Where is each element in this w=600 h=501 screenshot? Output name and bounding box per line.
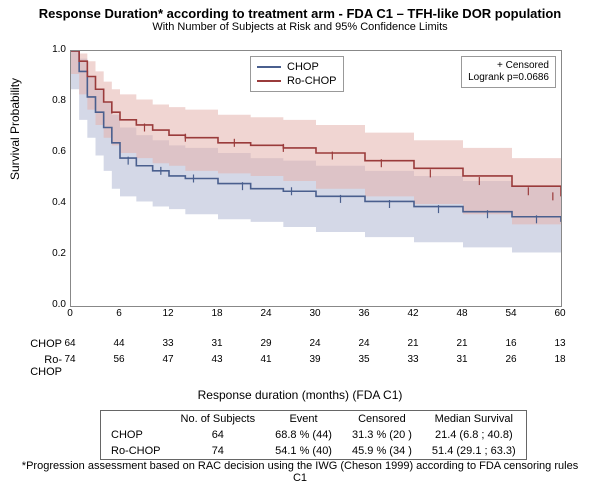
risk-cell: 29	[251, 338, 281, 349]
table-cell: Ro-CHOP	[101, 443, 171, 460]
risk-cell: 24	[349, 338, 379, 349]
table-cell: 21.4 (6.8 ; 40.8)	[422, 427, 526, 443]
legend-label-chop: CHOP	[287, 60, 319, 74]
x-tick: 42	[398, 308, 428, 319]
table-cell: 54.1 % (40)	[265, 443, 342, 460]
table-cell: 64	[171, 427, 266, 443]
y-tick: 1.0	[36, 44, 66, 55]
footnote: *Progression assessment based on RAC dec…	[0, 460, 600, 484]
risk-cell: 24	[300, 338, 330, 349]
x-tick: 6	[104, 308, 134, 319]
risk-cell: 64	[55, 338, 85, 349]
table-header: No. of Subjects	[171, 411, 266, 428]
x-axis-label: Response duration (months) (FDA C1)	[0, 388, 600, 402]
table-cell: CHOP	[101, 427, 171, 443]
legend-swatch-rochop	[257, 80, 281, 82]
risk-cell: 33	[398, 354, 428, 365]
x-tick: 60	[545, 308, 575, 319]
x-tick: 48	[447, 308, 477, 319]
table-cell: 74	[171, 443, 266, 460]
risk-cell: 26	[496, 354, 526, 365]
chart-subtitle: With Number of Subjects at Risk and 95% …	[0, 21, 600, 37]
table-header	[101, 411, 171, 428]
table-cell: 31.3 % (20 )	[342, 427, 422, 443]
summary-table: No. of SubjectsEventCensoredMedian Survi…	[100, 410, 527, 460]
legend: CHOP Ro-CHOP	[250, 56, 344, 92]
risk-cell: 43	[202, 354, 232, 365]
table-cell: 45.9 % (34 )	[342, 443, 422, 460]
legend-swatch-chop	[257, 66, 281, 68]
risk-cell: 13	[545, 338, 575, 349]
table-header: Censored	[342, 411, 422, 428]
y-axis-label: Survival Probability	[8, 78, 22, 180]
table-header: Event	[265, 411, 342, 428]
logrank-p: Logrank p=0.0686	[468, 72, 549, 84]
y-tick: 0.2	[36, 248, 66, 259]
risk-cell: 21	[447, 338, 477, 349]
x-tick: 18	[202, 308, 232, 319]
x-tick: 24	[251, 308, 281, 319]
risk-cell: 41	[251, 354, 281, 365]
y-tick: 0.4	[36, 197, 66, 208]
x-tick: 54	[496, 308, 526, 319]
table-cell: 51.4 (29.1 ; 63.3)	[422, 443, 526, 460]
x-tick: 12	[153, 308, 183, 319]
x-tick: 0	[55, 308, 85, 319]
legend-label-rochop: Ro-CHOP	[287, 74, 337, 88]
risk-cell: 31	[202, 338, 232, 349]
risk-cell: 39	[300, 354, 330, 365]
risk-cell: 21	[398, 338, 428, 349]
legend-item-chop: CHOP	[257, 60, 337, 74]
x-tick: 36	[349, 308, 379, 319]
stat-box: + Censored Logrank p=0.0686	[461, 56, 556, 88]
chart-title: Response Duration* according to treatmen…	[0, 0, 600, 21]
x-tick: 30	[300, 308, 330, 319]
risk-cell: 74	[55, 354, 85, 365]
legend-item-rochop: Ro-CHOP	[257, 74, 337, 88]
censored-note: + Censored	[468, 60, 549, 72]
risk-cell: 44	[104, 338, 134, 349]
risk-cell: 35	[349, 354, 379, 365]
risk-cell: 18	[545, 354, 575, 365]
risk-cell: 56	[104, 354, 134, 365]
risk-cell: 31	[447, 354, 477, 365]
y-tick: 0.6	[36, 146, 66, 157]
risk-cell: 16	[496, 338, 526, 349]
risk-cell: 33	[153, 338, 183, 349]
table-cell: 68.8 % (44)	[265, 427, 342, 443]
risk-cell: 47	[153, 354, 183, 365]
table-header: Median Survival	[422, 411, 526, 428]
y-tick: 0.8	[36, 95, 66, 106]
